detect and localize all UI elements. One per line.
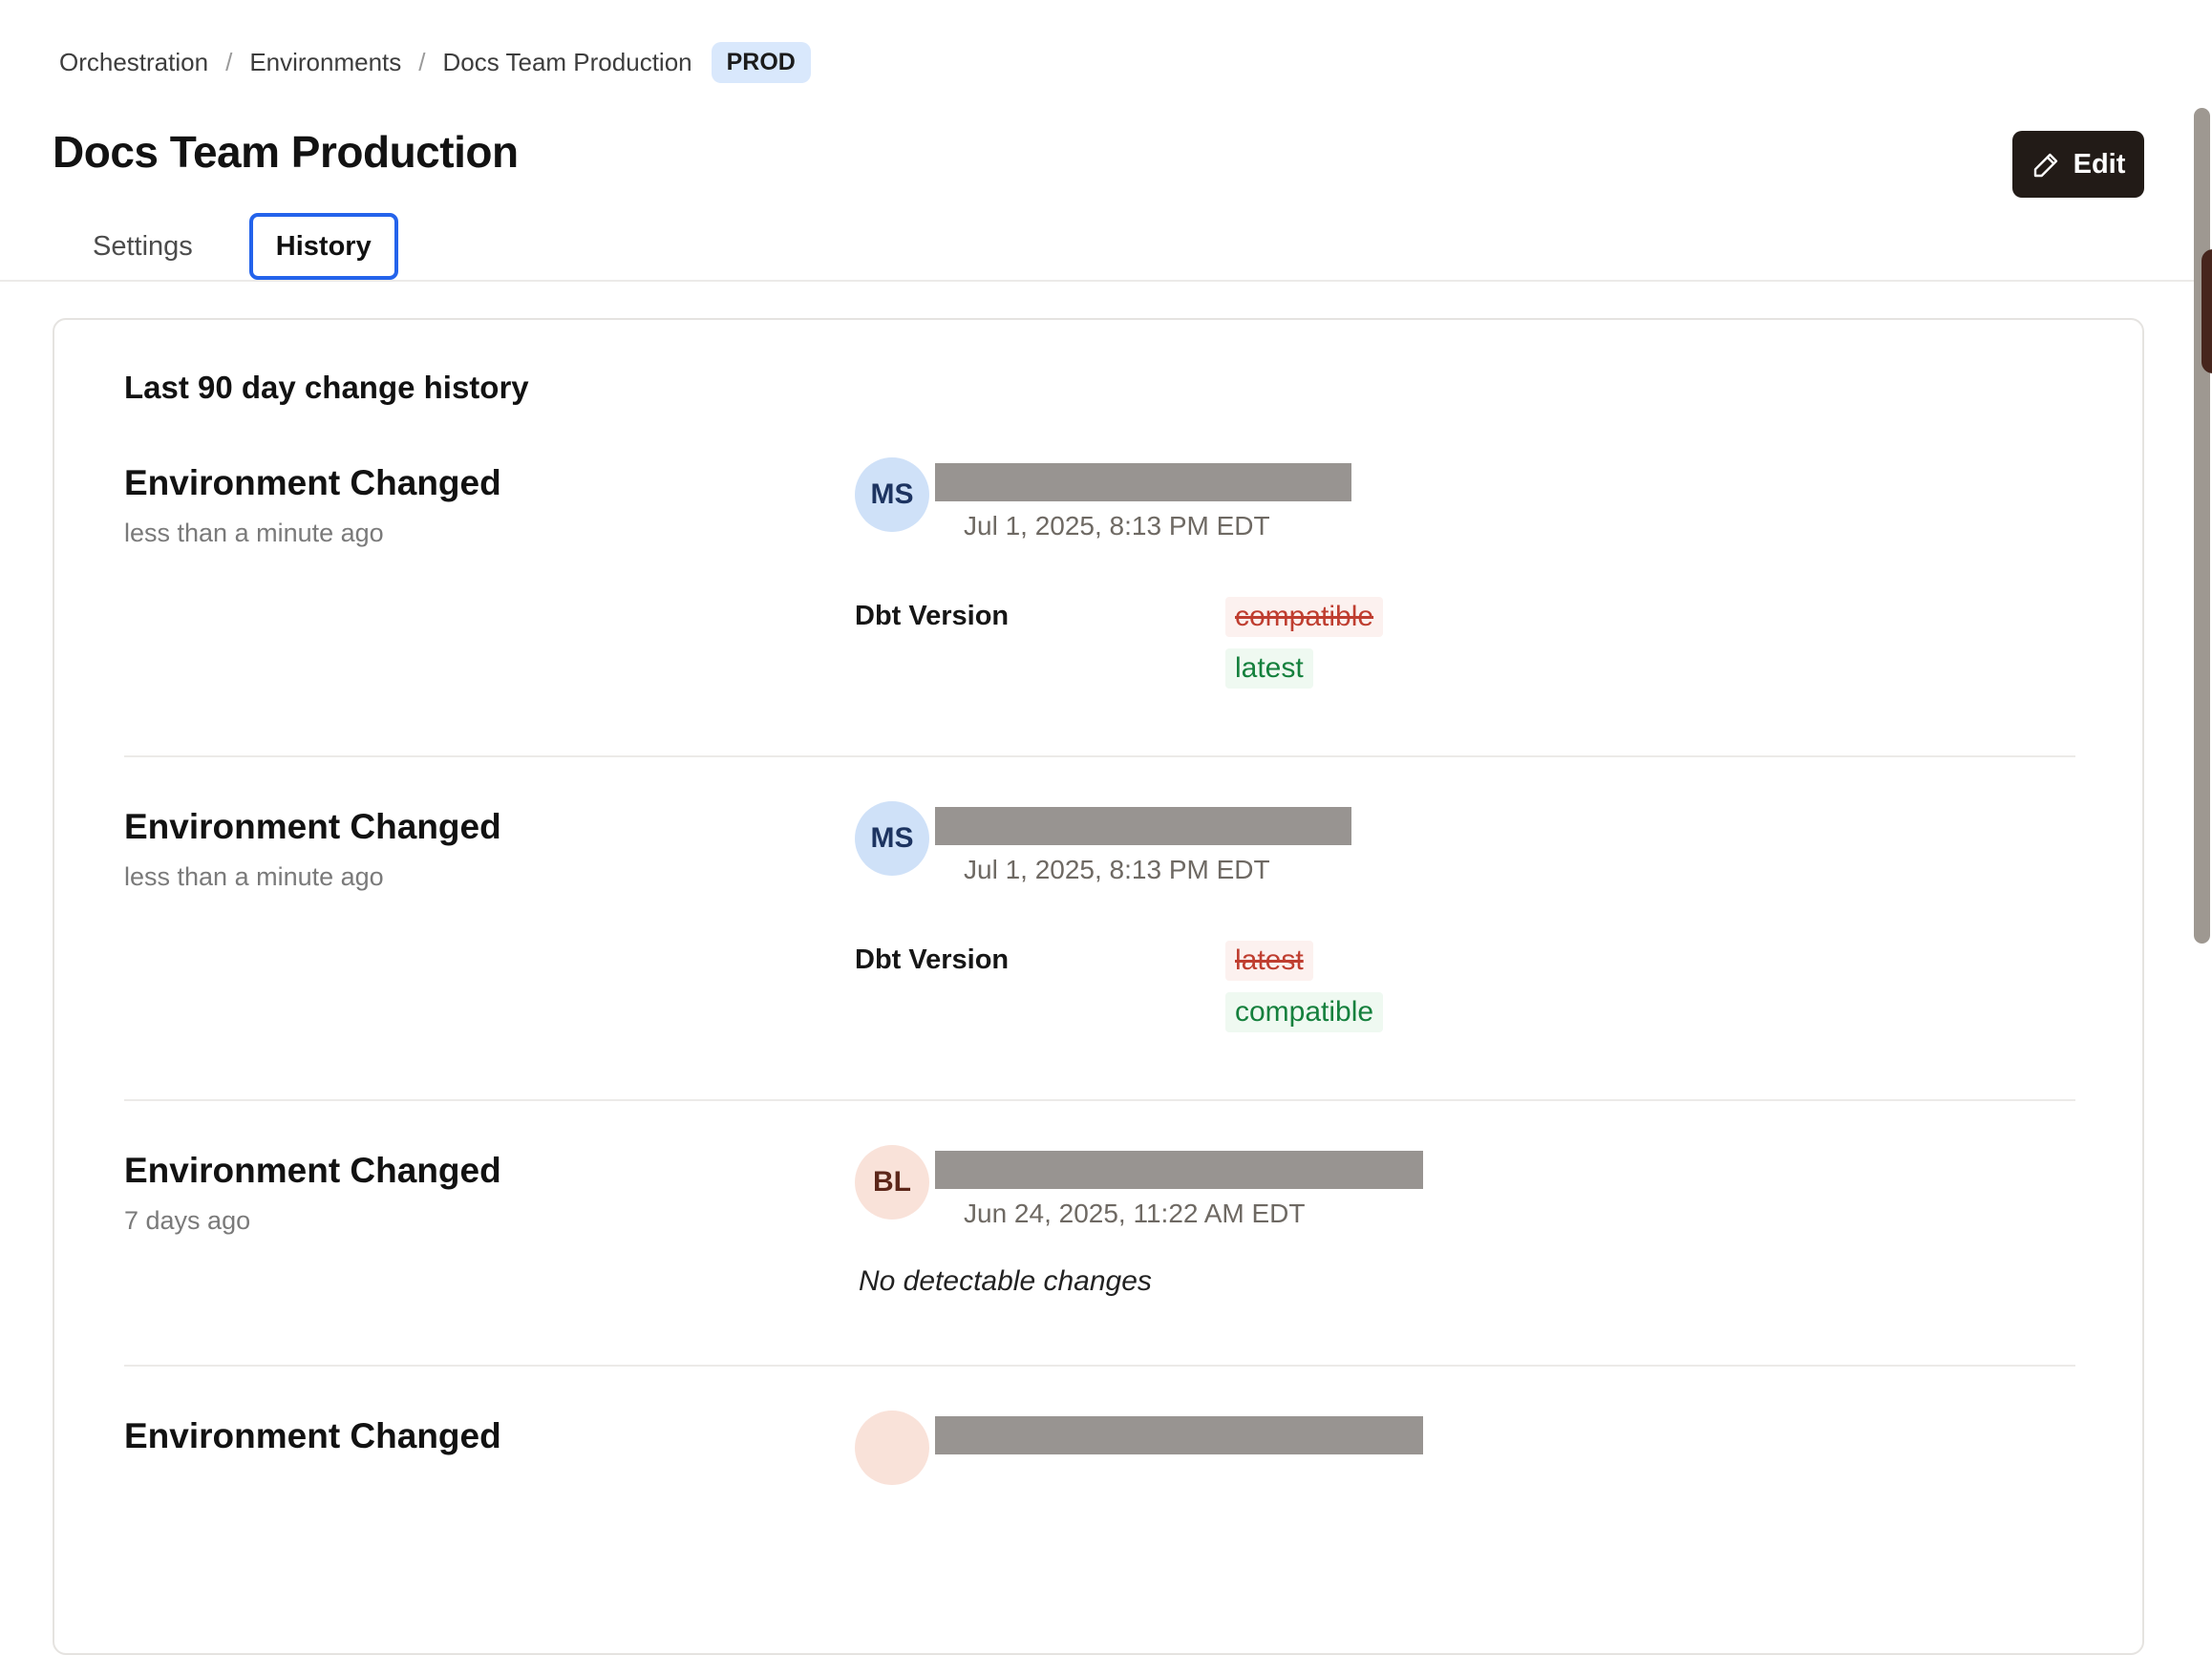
entry-relative-time: less than a minute ago	[124, 862, 384, 891]
entry-author-meta	[935, 1416, 1423, 1454]
entry-details: MS Jul 1, 2025, 8:13 PM EDT Dbt Version …	[855, 457, 2075, 689]
change-old-value: latest	[1225, 941, 1313, 981]
scrollbar-track[interactable]	[2194, 108, 2210, 944]
entry-change-row: Dbt Version compatible latest	[855, 597, 2075, 689]
change-values: compatible latest	[1225, 597, 1384, 689]
redacted-name-bar	[935, 1151, 1423, 1189]
entry-timestamp: Jun 24, 2025, 11:22 AM EDT	[964, 1199, 1306, 1228]
redacted-name-bar	[935, 1416, 1423, 1454]
change-history-list: Environment Changed less than a minute a…	[124, 414, 2075, 1552]
breadcrumb-separator: /	[418, 48, 426, 76]
pencil-icon	[2031, 149, 2062, 180]
entry-title: Environment Changed	[124, 807, 501, 846]
entry-timestamp: Jul 1, 2025, 8:13 PM EDT	[964, 511, 1270, 541]
avatar	[855, 1411, 929, 1485]
breadcrumb-environments[interactable]: Environments	[249, 48, 402, 76]
entry-author-meta: Jul 1, 2025, 8:13 PM EDT	[935, 463, 1351, 541]
edit-button[interactable]: Edit	[2012, 131, 2144, 198]
entry-author-meta: Jul 1, 2025, 8:13 PM EDT	[935, 807, 1351, 885]
entry-summary: Environment Changed	[124, 1416, 855, 1485]
entry-timestamp: Jul 1, 2025, 8:13 PM EDT	[964, 855, 1270, 884]
scrollbar-thumb[interactable]	[2201, 249, 2212, 373]
entry-author: BL Jun 24, 2025, 11:22 AM EDT	[855, 1145, 2075, 1229]
breadcrumb-orchestration[interactable]: Orchestration	[59, 48, 209, 76]
history-entry: Environment Changed less than a minute a…	[124, 755, 2075, 1099]
change-old-value: compatible	[1225, 597, 1384, 637]
entry-summary: Environment Changed less than a minute a…	[124, 807, 855, 1032]
no-changes-note: No detectable changes	[859, 1265, 1152, 1297]
tab-bar: Settings History	[70, 213, 398, 280]
entry-title: Environment Changed	[124, 463, 501, 502]
tab-settings[interactable]: Settings	[70, 213, 216, 280]
avatar: BL	[855, 1145, 929, 1220]
entry-author-meta: Jun 24, 2025, 11:22 AM EDT	[935, 1151, 1423, 1229]
entry-relative-time: less than a minute ago	[124, 519, 384, 547]
change-history-card: Last 90 day change history Environment C…	[53, 318, 2144, 1655]
redacted-name-bar	[935, 807, 1351, 845]
entry-relative-time: 7 days ago	[124, 1206, 251, 1235]
entry-details: MS Jul 1, 2025, 8:13 PM EDT Dbt Version …	[855, 801, 2075, 1032]
edit-button-label: Edit	[2073, 148, 2126, 180]
entry-title: Environment Changed	[124, 1151, 501, 1190]
breadcrumb-current-page[interactable]: Docs Team Production	[442, 48, 692, 76]
entry-summary: Environment Changed less than a minute a…	[124, 463, 855, 689]
avatar: MS	[855, 801, 929, 876]
environment-type-badge: PROD	[711, 42, 811, 83]
entry-author: MS Jul 1, 2025, 8:13 PM EDT	[855, 457, 2075, 541]
change-new-value: compatible	[1225, 992, 1384, 1032]
entry-change-row: Dbt Version latest compatible	[855, 941, 2075, 1032]
avatar: MS	[855, 457, 929, 532]
change-history-heading: Last 90 day change history	[124, 370, 529, 405]
change-field-label: Dbt Version	[855, 601, 1010, 631]
history-entry: Environment Changed less than a minute a…	[124, 414, 2075, 755]
change-values: latest compatible	[1225, 941, 1384, 1032]
page-title: Docs Team Production	[53, 127, 519, 177]
entry-author	[855, 1411, 2075, 1485]
change-field-label: Dbt Version	[855, 944, 1010, 975]
entry-author: MS Jul 1, 2025, 8:13 PM EDT	[855, 801, 2075, 885]
history-entry: Environment Changed	[124, 1365, 2075, 1552]
tab-history[interactable]: History	[248, 213, 398, 280]
redacted-name-bar	[935, 463, 1351, 501]
entry-details: BL Jun 24, 2025, 11:22 AM EDT No detecta…	[855, 1145, 2075, 1298]
entry-title: Environment Changed	[124, 1416, 501, 1455]
breadcrumb-separator: /	[225, 48, 233, 76]
entry-details	[855, 1411, 2075, 1485]
tabs-divider	[0, 280, 2212, 282]
entry-summary: Environment Changed 7 days ago	[124, 1151, 855, 1298]
change-new-value: latest	[1225, 648, 1313, 689]
history-entry: Environment Changed 7 days ago BL Jun 24…	[124, 1099, 2075, 1365]
breadcrumb: Orchestration / Environments / Docs Team…	[59, 42, 811, 83]
